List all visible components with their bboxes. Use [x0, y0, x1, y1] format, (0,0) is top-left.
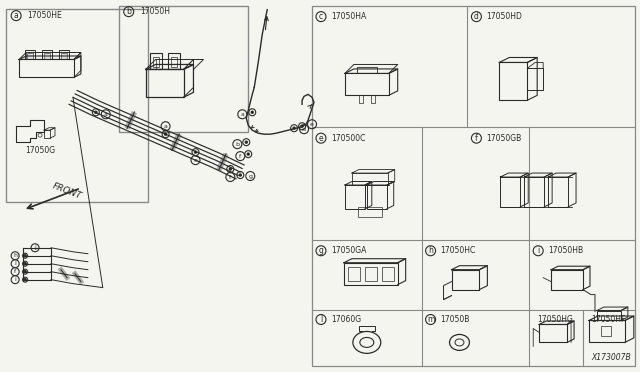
Circle shape [164, 133, 166, 135]
Circle shape [24, 255, 26, 257]
Circle shape [195, 151, 196, 153]
Text: 17050HE: 17050HE [27, 11, 62, 20]
Circle shape [293, 127, 295, 129]
Bar [548, 177, 568, 207]
Bar [61, 52, 67, 60]
Text: i: i [14, 277, 16, 282]
Circle shape [301, 125, 303, 127]
Text: 170500C: 170500C [331, 134, 365, 143]
Bar [352, 173, 388, 185]
Text: 17050G: 17050G [25, 145, 55, 155]
Text: f: f [14, 269, 16, 274]
Bar [168, 54, 180, 70]
Text: e: e [310, 122, 314, 127]
Bar [44, 52, 50, 60]
Bar [524, 177, 544, 207]
Text: c: c [319, 12, 323, 21]
Circle shape [24, 271, 26, 273]
Bar [601, 327, 611, 336]
Text: f: f [475, 134, 478, 143]
Text: m: m [427, 315, 435, 324]
Text: i: i [537, 246, 540, 255]
Text: d: d [474, 12, 479, 21]
Bar [345, 73, 388, 95]
Circle shape [24, 263, 26, 265]
Text: f: f [239, 154, 241, 158]
Text: 17050HF: 17050HF [591, 315, 625, 324]
Bar [171, 58, 177, 67]
Bar [19, 60, 74, 77]
Text: a: a [164, 124, 168, 129]
Bar [348, 267, 360, 280]
Bar [42, 49, 52, 60]
Bar [365, 267, 377, 280]
Text: 17050B: 17050B [440, 315, 470, 324]
Circle shape [95, 111, 97, 113]
Bar [358, 207, 382, 217]
Bar [345, 185, 365, 209]
Bar [312, 6, 635, 366]
Bar [27, 52, 33, 60]
Text: e: e [193, 158, 197, 163]
Bar [367, 185, 387, 209]
Bar [527, 68, 543, 90]
Bar [344, 263, 397, 285]
Bar [551, 270, 583, 290]
Text: 17050HD: 17050HD [486, 12, 522, 21]
Text: 17050HG: 17050HG [537, 315, 573, 324]
Bar [589, 321, 625, 342]
Text: g: g [248, 173, 252, 179]
Bar [597, 311, 621, 321]
Bar [382, 267, 394, 280]
Bar [539, 324, 567, 342]
Text: h: h [428, 246, 433, 255]
Text: l: l [320, 315, 322, 324]
Bar [451, 270, 479, 290]
Text: 17050GA: 17050GA [331, 246, 366, 255]
Text: e: e [319, 134, 323, 143]
Text: 17050HA: 17050HA [331, 12, 366, 21]
Text: 17060G: 17060G [331, 315, 361, 324]
Text: a: a [14, 11, 19, 20]
Circle shape [24, 279, 26, 280]
Text: 17050HB: 17050HB [548, 246, 583, 255]
Bar [119, 6, 248, 132]
Text: b: b [236, 142, 239, 147]
Bar [25, 49, 35, 60]
Text: a: a [241, 112, 244, 117]
Text: d: d [302, 127, 306, 132]
Text: i: i [14, 261, 16, 266]
Text: g: g [319, 246, 323, 255]
Text: a: a [104, 112, 108, 117]
Circle shape [229, 168, 231, 170]
Bar [152, 58, 159, 67]
Circle shape [239, 174, 241, 176]
Bar [146, 70, 184, 97]
Bar [59, 49, 69, 60]
Bar [44, 130, 50, 138]
Text: FRONT: FRONT [51, 181, 83, 201]
Text: j: j [34, 245, 36, 250]
Circle shape [245, 141, 247, 143]
Bar [499, 62, 527, 100]
Text: h: h [13, 253, 17, 258]
Text: X173007B: X173007B [591, 353, 631, 362]
Bar [500, 177, 520, 207]
Bar [150, 54, 161, 70]
Text: f: f [229, 174, 232, 180]
Bar [6, 9, 148, 202]
Text: 17050H: 17050H [141, 7, 171, 16]
Circle shape [247, 153, 249, 155]
Text: 17050GB: 17050GB [486, 134, 522, 143]
Text: b: b [126, 7, 131, 16]
Circle shape [252, 111, 253, 113]
Text: 17050HC: 17050HC [440, 246, 476, 255]
